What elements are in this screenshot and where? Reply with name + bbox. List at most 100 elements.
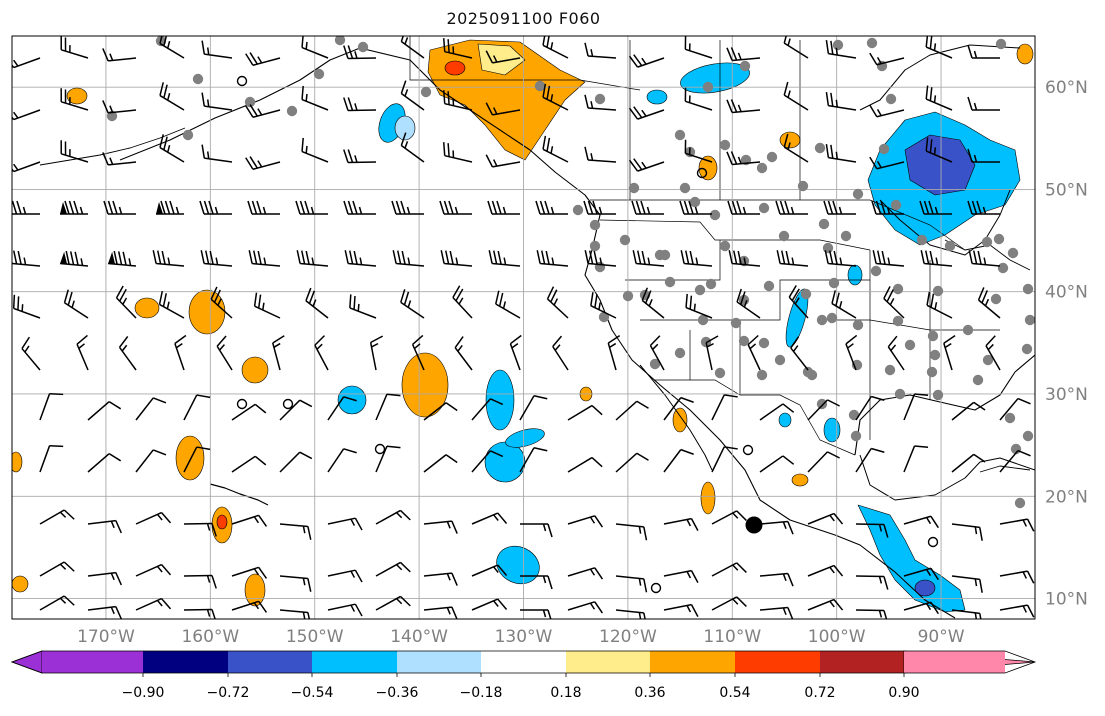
latitude-tick-label: 20°N: [1045, 487, 1088, 507]
station-dot: [710, 210, 720, 220]
station-dot: [421, 87, 431, 97]
station-dot: [893, 316, 903, 326]
station-dot: [798, 181, 808, 191]
station-dot: [775, 355, 785, 365]
latitude-tick-label: 60°N: [1045, 78, 1088, 98]
longitude-tick-label: 120°W: [599, 627, 657, 647]
highlight-station-dot: [746, 517, 763, 534]
station-dot: [739, 336, 749, 346]
positive-anomaly-area: [792, 474, 808, 486]
positive-anomaly-area: [135, 298, 159, 318]
station-dot: [1015, 498, 1025, 508]
station-dot: [314, 69, 324, 79]
colorbar-tick-label: −0.54: [291, 685, 334, 701]
colorbar-segment: [650, 651, 735, 673]
positive-anomaly-area: [176, 436, 204, 480]
station-dot: [573, 205, 583, 215]
station-dot: [675, 348, 685, 358]
station-dot: [819, 219, 829, 229]
station-dot: [759, 338, 769, 348]
colorbar-segment: [820, 651, 904, 673]
station-dot: [590, 241, 600, 251]
station-dot: [655, 250, 665, 260]
station-dot: [851, 431, 861, 441]
longitude-tick-label: 100°W: [808, 627, 866, 647]
colorbar-segment: [735, 651, 820, 673]
longitude-tick-label: 110°W: [703, 627, 761, 647]
strong-positive-anomaly-area: [445, 61, 465, 75]
longitude-tick-label: 170°W: [77, 627, 135, 647]
colorbar-tick-label: −0.72: [207, 685, 250, 701]
colorbar-tick-label: 0.18: [550, 685, 581, 701]
station-dot: [740, 61, 750, 71]
station-dot: [817, 399, 827, 409]
positive-anomaly-area: [245, 574, 265, 606]
station-dot: [867, 38, 877, 48]
station-dot: [928, 331, 938, 341]
station-dot: [945, 241, 955, 251]
station-dot: [871, 266, 881, 276]
station-dot: [853, 189, 863, 199]
station-dot: [183, 130, 193, 140]
station-dot: [930, 350, 940, 360]
station-dot: [715, 368, 725, 378]
positive-anomaly-area: [1017, 44, 1033, 64]
latitude-tick-label: 40°N: [1045, 283, 1088, 303]
station-dot: [1008, 248, 1018, 258]
map-title: 2025091100 F060: [12, 9, 1035, 28]
station-dot: [963, 325, 973, 335]
colorbar-segment: [312, 651, 397, 673]
station-dot: [996, 39, 1006, 49]
station-dot: [757, 370, 767, 380]
colorbar-tick-label: −0.18: [460, 685, 503, 701]
station-dot: [905, 340, 915, 350]
station-dot: [193, 74, 203, 84]
longitude-tick-label: 90°W: [918, 627, 965, 647]
station-dot: [1025, 315, 1035, 325]
colorbar-tick-label: 0.90: [888, 685, 919, 701]
station-dot: [973, 375, 983, 385]
colorbar-segment: [143, 651, 228, 673]
positive-anomaly-area: [673, 408, 687, 432]
station-dot: [706, 279, 716, 289]
station-dot: [695, 285, 705, 295]
station-dot: [675, 130, 685, 140]
station-dot: [891, 200, 901, 210]
station-dot: [841, 231, 851, 241]
positive-anomaly-area: [12, 576, 28, 592]
station-dot: [1022, 344, 1032, 354]
colorbar-segment: [481, 651, 566, 673]
latitude-tick-label: 50°N: [1045, 180, 1088, 200]
colorbar-extend-low: [12, 651, 42, 673]
station-dot: [998, 263, 1008, 273]
station-dot: [680, 183, 690, 193]
station-dot: [665, 277, 675, 287]
colorbar-tick-label: 0.54: [719, 685, 750, 701]
station-dot: [895, 389, 905, 399]
colorbar-tick-label: 0.72: [804, 685, 835, 701]
colorbar-segment: [42, 651, 143, 673]
station-dot: [1005, 413, 1015, 423]
station-dot: [595, 94, 605, 104]
station-dot: [853, 320, 863, 330]
station-dot: [759, 203, 769, 213]
station-dot: [893, 284, 903, 294]
station-dot: [620, 235, 630, 245]
negative-anomaly-area: [848, 265, 862, 285]
negative-anomaly-area: [647, 90, 667, 104]
positive-anomaly-area: [242, 357, 268, 383]
colorbar-segment: [566, 651, 650, 673]
station-dot: [885, 365, 895, 375]
station-dot: [982, 237, 992, 247]
colorbar-tick-label: −0.90: [122, 685, 165, 701]
station-dot: [829, 278, 839, 288]
longitude-tick-label: 160°W: [181, 627, 239, 647]
positive-anomaly-area: [701, 482, 715, 514]
station-dot: [815, 143, 825, 153]
station-dot: [817, 315, 827, 325]
station-dot: [287, 106, 297, 116]
station-dot: [927, 367, 937, 377]
latitude-tick-labels: 10°N20°N30°N40°N50°N60°N: [1045, 78, 1088, 609]
